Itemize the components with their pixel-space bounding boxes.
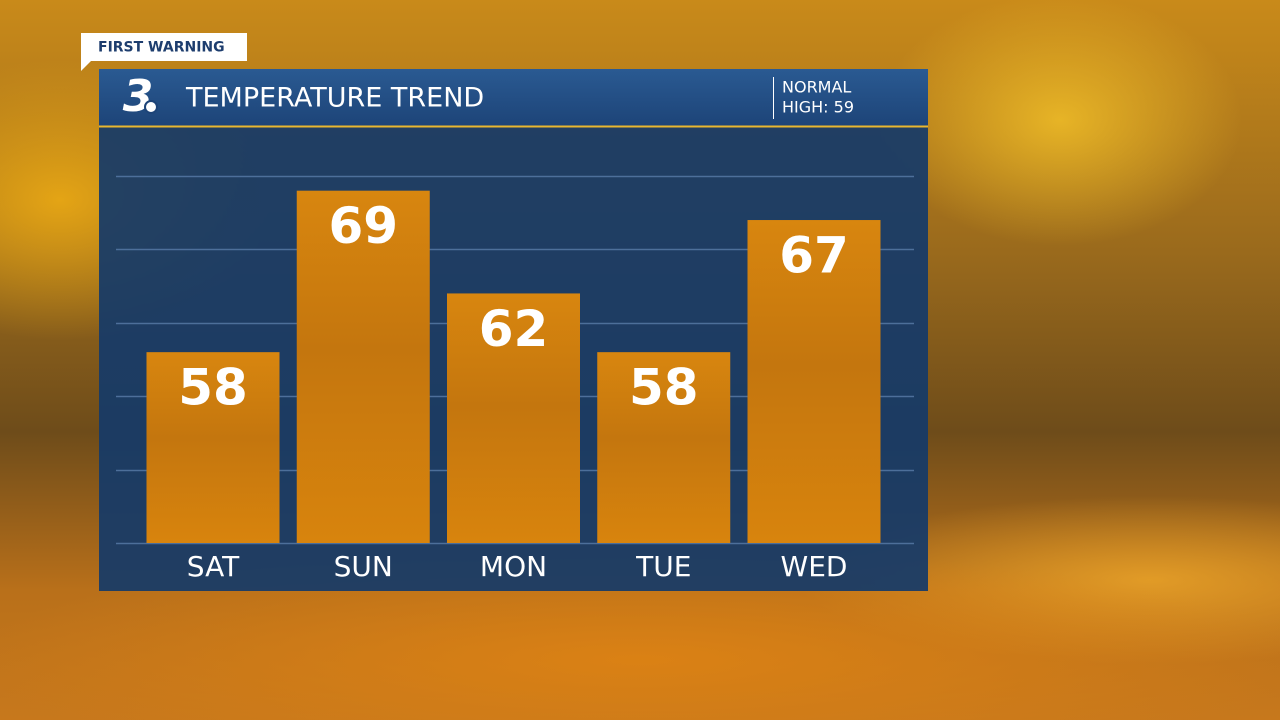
logo-eye xyxy=(144,100,158,114)
value-label: 67 xyxy=(779,227,849,285)
value-label: 58 xyxy=(629,359,699,417)
chart-title: TEMPERATURE TREND xyxy=(185,83,484,114)
banner-text: FIRST WARNING xyxy=(98,40,225,56)
bar xyxy=(747,220,881,544)
normal-high: HIGH: 59 xyxy=(782,98,854,117)
banner-box xyxy=(81,33,247,61)
normal-label: NORMAL xyxy=(782,78,851,97)
value-label: 62 xyxy=(479,300,549,358)
plot: 58 SAT 69 SUN 62 MON 58 TUE 67 WED xyxy=(116,175,914,583)
value-label: 69 xyxy=(328,197,398,255)
x-tick-label: MON xyxy=(480,550,547,583)
x-tick-label: SUN xyxy=(334,550,393,583)
header xyxy=(99,69,928,126)
bar xyxy=(447,293,580,543)
banner-tail xyxy=(81,61,91,71)
bar xyxy=(296,190,430,543)
x-tick-label: TUE xyxy=(635,550,691,583)
x-tick-label: WED xyxy=(781,550,848,583)
bar xyxy=(146,352,280,543)
logo: 3 xyxy=(123,71,154,122)
value-label: 58 xyxy=(178,359,248,417)
x-tick-label: SAT xyxy=(187,550,240,583)
bar xyxy=(597,352,731,543)
